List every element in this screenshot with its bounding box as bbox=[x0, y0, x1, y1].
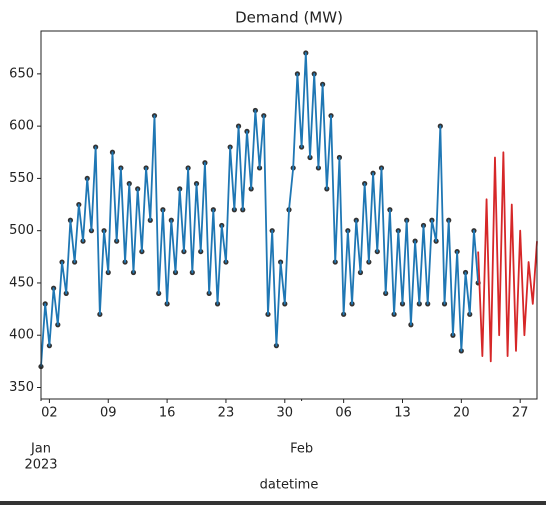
y-tick-label: 400 bbox=[9, 328, 34, 343]
y-tick-label: 350 bbox=[9, 380, 34, 395]
x-tick-label: 27 bbox=[512, 406, 529, 421]
y-tick-label: 600 bbox=[9, 119, 34, 134]
year-label: 2023 bbox=[24, 458, 57, 473]
series-line bbox=[40, 52, 480, 367]
x-axis-label: datetime bbox=[260, 478, 319, 493]
y-tick-label: 450 bbox=[9, 275, 34, 290]
x-tick-label: 09 bbox=[100, 406, 117, 421]
x-tick-label: 16 bbox=[159, 406, 176, 421]
y-tick-label: 650 bbox=[9, 66, 34, 81]
series-line bbox=[477, 151, 538, 363]
x-tick-label: 13 bbox=[394, 406, 411, 421]
y-tick-label: 500 bbox=[9, 223, 34, 238]
plot-frame bbox=[40, 30, 538, 400]
window-edge bbox=[0, 501, 546, 505]
month-label: Feb bbox=[290, 442, 313, 457]
x-tick-label: 02 bbox=[41, 406, 58, 421]
x-tick-label: 23 bbox=[218, 406, 235, 421]
chart-title: Demand (MW) bbox=[235, 9, 343, 27]
x-tick-label: 06 bbox=[335, 406, 352, 421]
x-tick-label: 20 bbox=[453, 406, 470, 421]
month-label: Jan bbox=[30, 442, 51, 457]
x-tick-label: 30 bbox=[277, 406, 294, 421]
y-tick-label: 550 bbox=[9, 171, 34, 186]
